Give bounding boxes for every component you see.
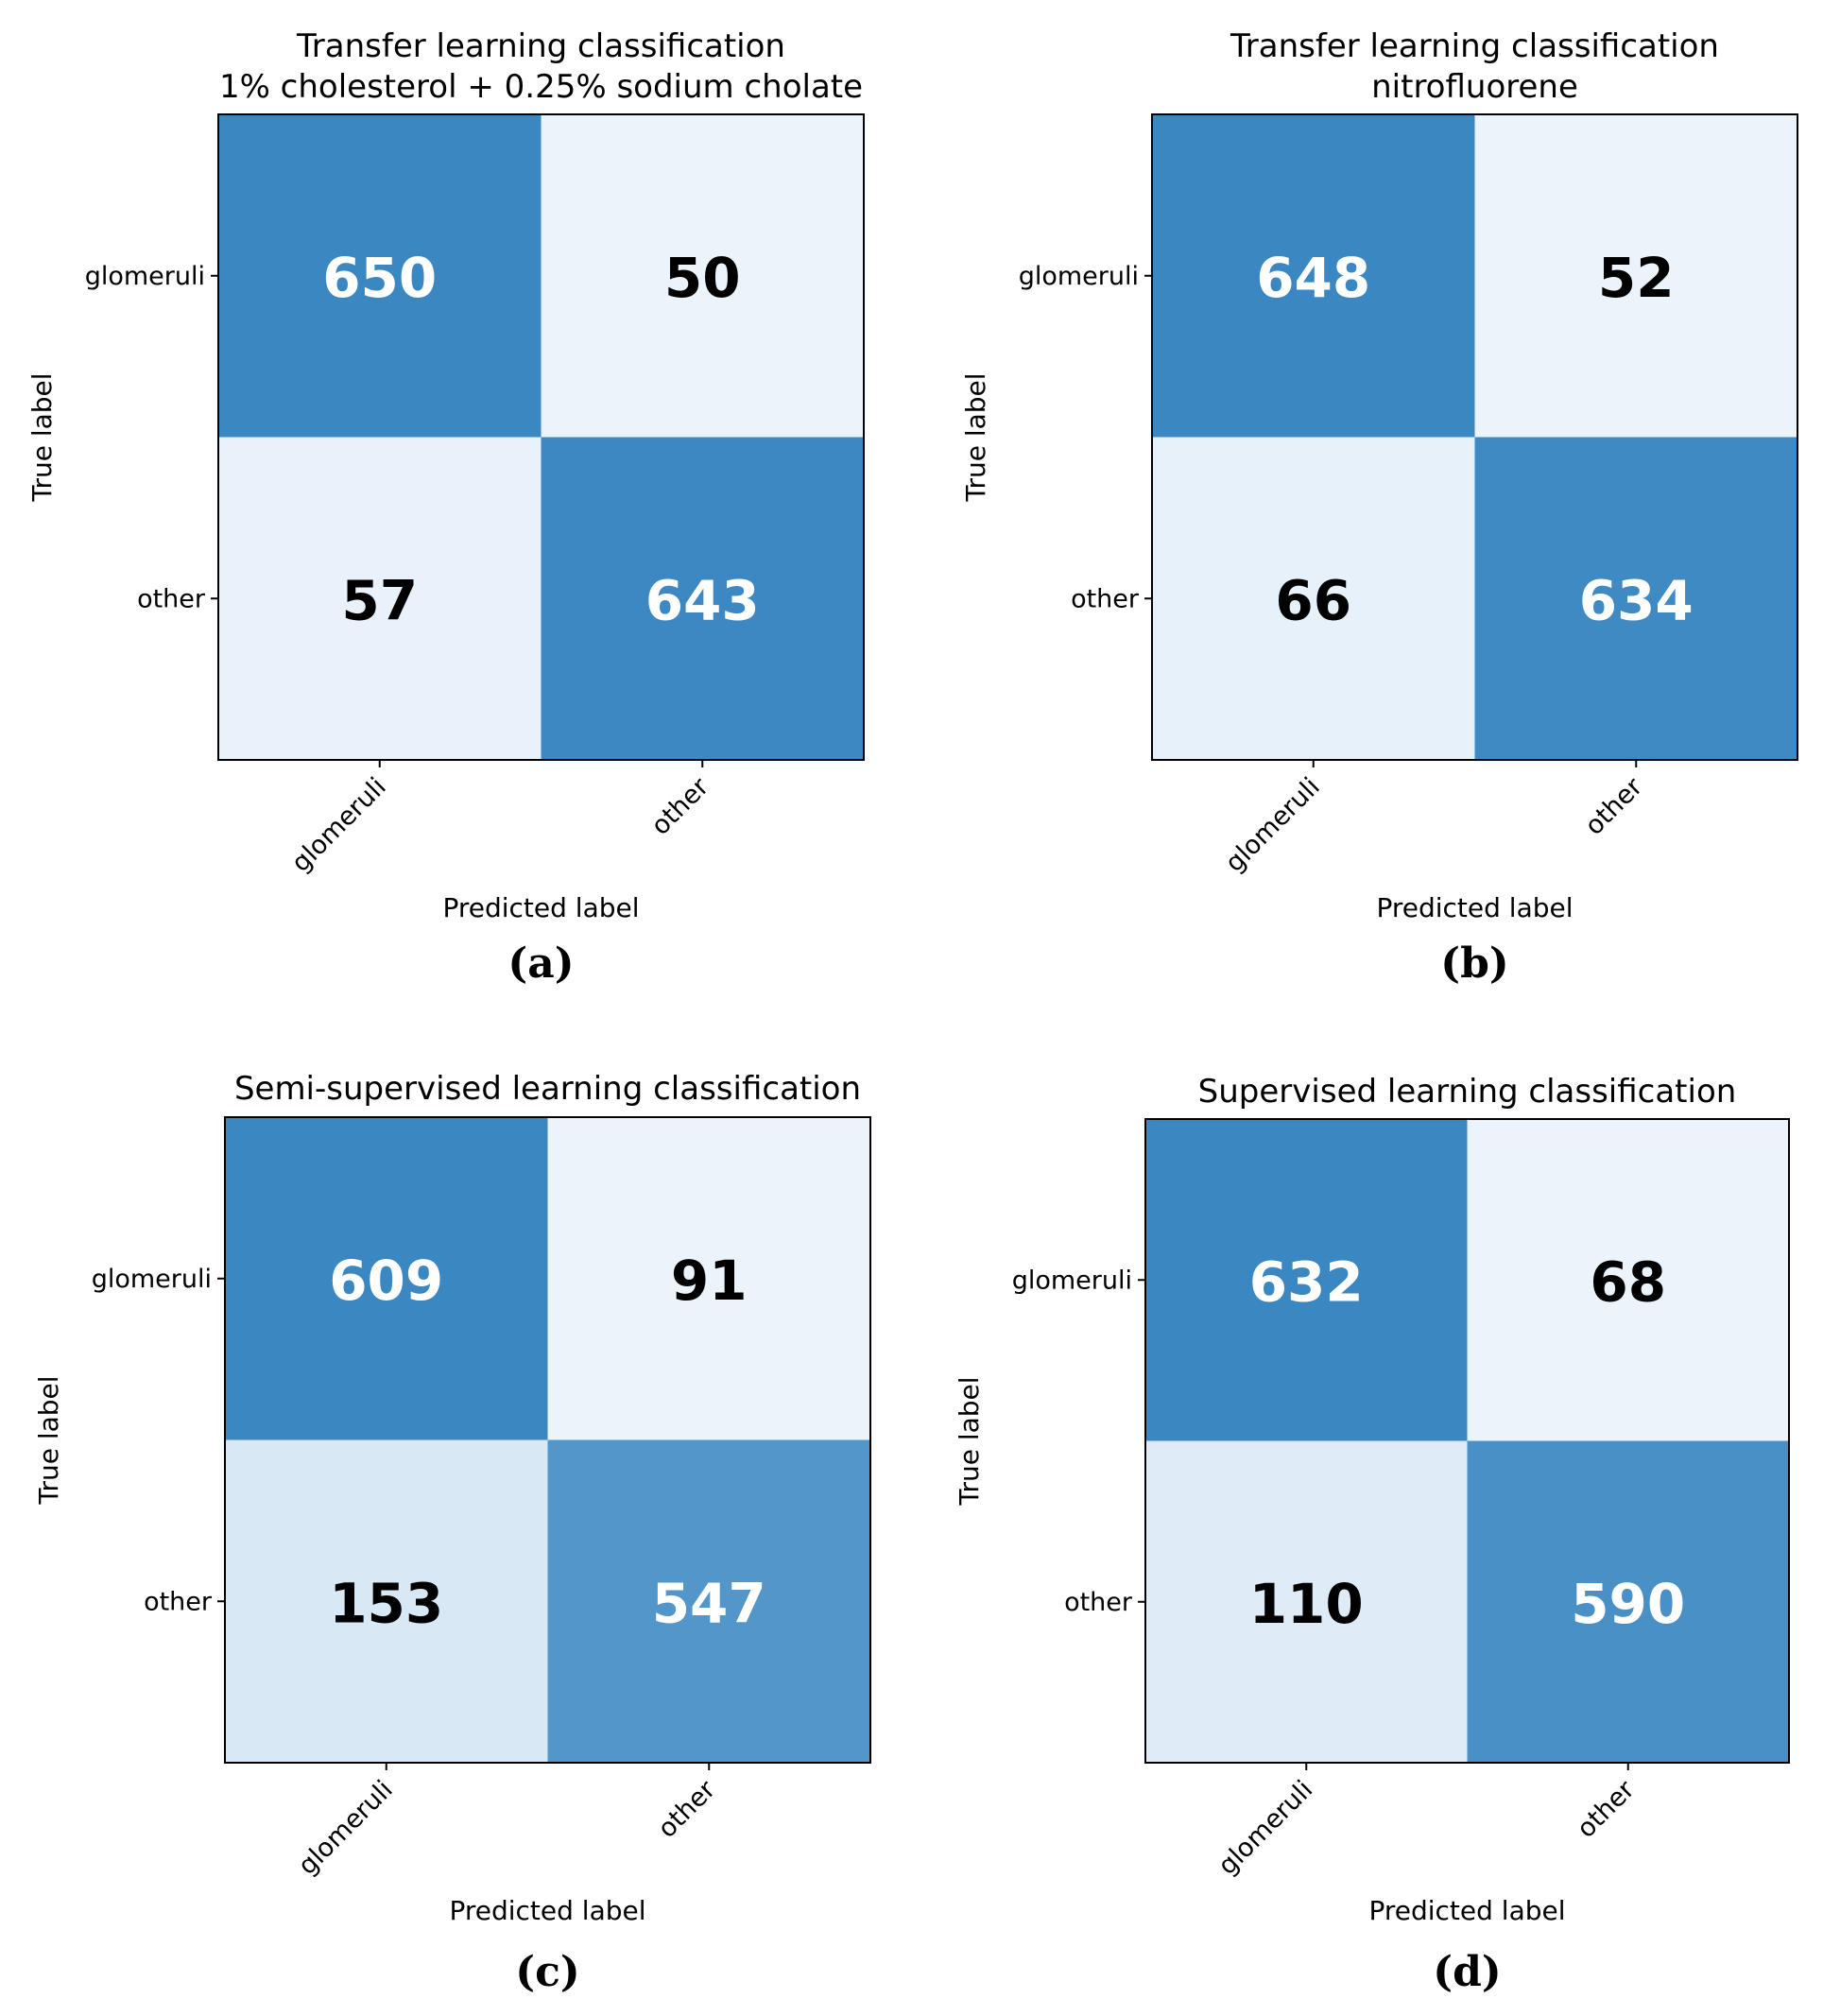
cell-value-label: 650 <box>322 246 437 310</box>
chart-title: Semi-supervised learning classification <box>234 1070 861 1108</box>
y-tick-label: other <box>1064 1588 1133 1617</box>
y-tick-label: glomeruli <box>1019 262 1139 291</box>
cell-value-label: 68 <box>1590 1249 1666 1314</box>
cell-value-label: 590 <box>1571 1572 1685 1636</box>
y-tick-label: other <box>1071 584 1140 613</box>
plot-frame <box>224 1116 871 1764</box>
cell-value-label: 110 <box>1249 1572 1364 1636</box>
cell-value-label: 547 <box>652 1571 766 1635</box>
cell-value-label: 66 <box>1275 568 1351 632</box>
panel-caption: (d) <box>1433 1948 1501 1996</box>
cell-value-label: 50 <box>664 246 741 310</box>
cell-value-label: 57 <box>341 568 418 632</box>
x-axis-label: Predicted label <box>1368 1895 1565 1926</box>
matrix-cell <box>541 114 864 438</box>
matrix-cell <box>1474 114 1797 438</box>
y-axis-label: True label <box>960 372 991 502</box>
x-tick-label: other <box>645 771 714 840</box>
y-tick-label: glomeruli <box>85 262 205 291</box>
y-axis-label: True label <box>33 1375 64 1505</box>
chart-title: Transfer learning classification <box>1230 27 1719 65</box>
matrix-cell <box>1145 1119 1468 1441</box>
x-tick-label: other <box>1572 1774 1641 1843</box>
matrix-cell <box>225 1117 548 1440</box>
x-tick-label: glomeruli <box>293 1775 399 1881</box>
y-axis-label: True label <box>26 372 58 502</box>
matrix-cell <box>1152 114 1475 438</box>
x-axis-label: Predicted label <box>442 892 639 923</box>
matrix-cell <box>541 437 864 760</box>
plot-frame <box>1144 1118 1790 1764</box>
plot-frame <box>217 113 865 761</box>
cell-value-label: 634 <box>1579 568 1694 632</box>
cell-value-label: 632 <box>1249 1249 1364 1314</box>
matrix-cell <box>1467 1440 1789 1763</box>
x-tick-label: glomeruli <box>1212 1775 1318 1881</box>
x-tick-label: other <box>1579 771 1648 840</box>
y-tick-label: glomeruli <box>92 1265 212 1294</box>
cell-value-label: 609 <box>329 1249 443 1313</box>
x-tick-label: other <box>652 1774 721 1843</box>
cell-value-label: 91 <box>671 1249 748 1313</box>
matrix-cell <box>547 1117 870 1440</box>
x-axis-label: Predicted label <box>449 1895 645 1926</box>
chart-title: nitrofluorene <box>1371 68 1578 106</box>
x-tick-label: glomeruli <box>286 772 392 878</box>
matrix-cell <box>1474 437 1797 760</box>
matrix-cell <box>218 437 542 760</box>
matrix-cell <box>1467 1119 1789 1441</box>
cell-value-label: 648 <box>1256 246 1370 310</box>
plot-frame <box>1151 113 1798 761</box>
matrix-cell <box>1145 1440 1468 1763</box>
chart-title: 1% cholesterol + 0.25% sodium cholate <box>219 68 863 106</box>
y-axis-label: True label <box>954 1376 985 1506</box>
chart-title: Supervised learning classification <box>1198 1073 1737 1111</box>
x-tick-label: glomeruli <box>1220 772 1326 878</box>
panel-caption: (b) <box>1440 939 1508 988</box>
panel-caption: (c) <box>515 1948 579 1996</box>
cell-value-label: 643 <box>645 568 760 632</box>
matrix-cell <box>218 114 542 438</box>
chart-title: Transfer learning classification <box>296 27 785 65</box>
matrix-cell <box>1152 437 1475 760</box>
matrix-cell <box>547 1439 870 1763</box>
x-axis-label: Predicted label <box>1376 892 1573 923</box>
y-tick-label: glomeruli <box>1012 1266 1132 1295</box>
y-tick-label: other <box>137 584 206 613</box>
cell-value-label: 153 <box>329 1571 443 1635</box>
y-tick-label: other <box>144 1587 213 1616</box>
panel-caption: (a) <box>507 939 574 988</box>
cell-value-label: 52 <box>1598 246 1675 310</box>
matrix-cell <box>225 1439 548 1763</box>
